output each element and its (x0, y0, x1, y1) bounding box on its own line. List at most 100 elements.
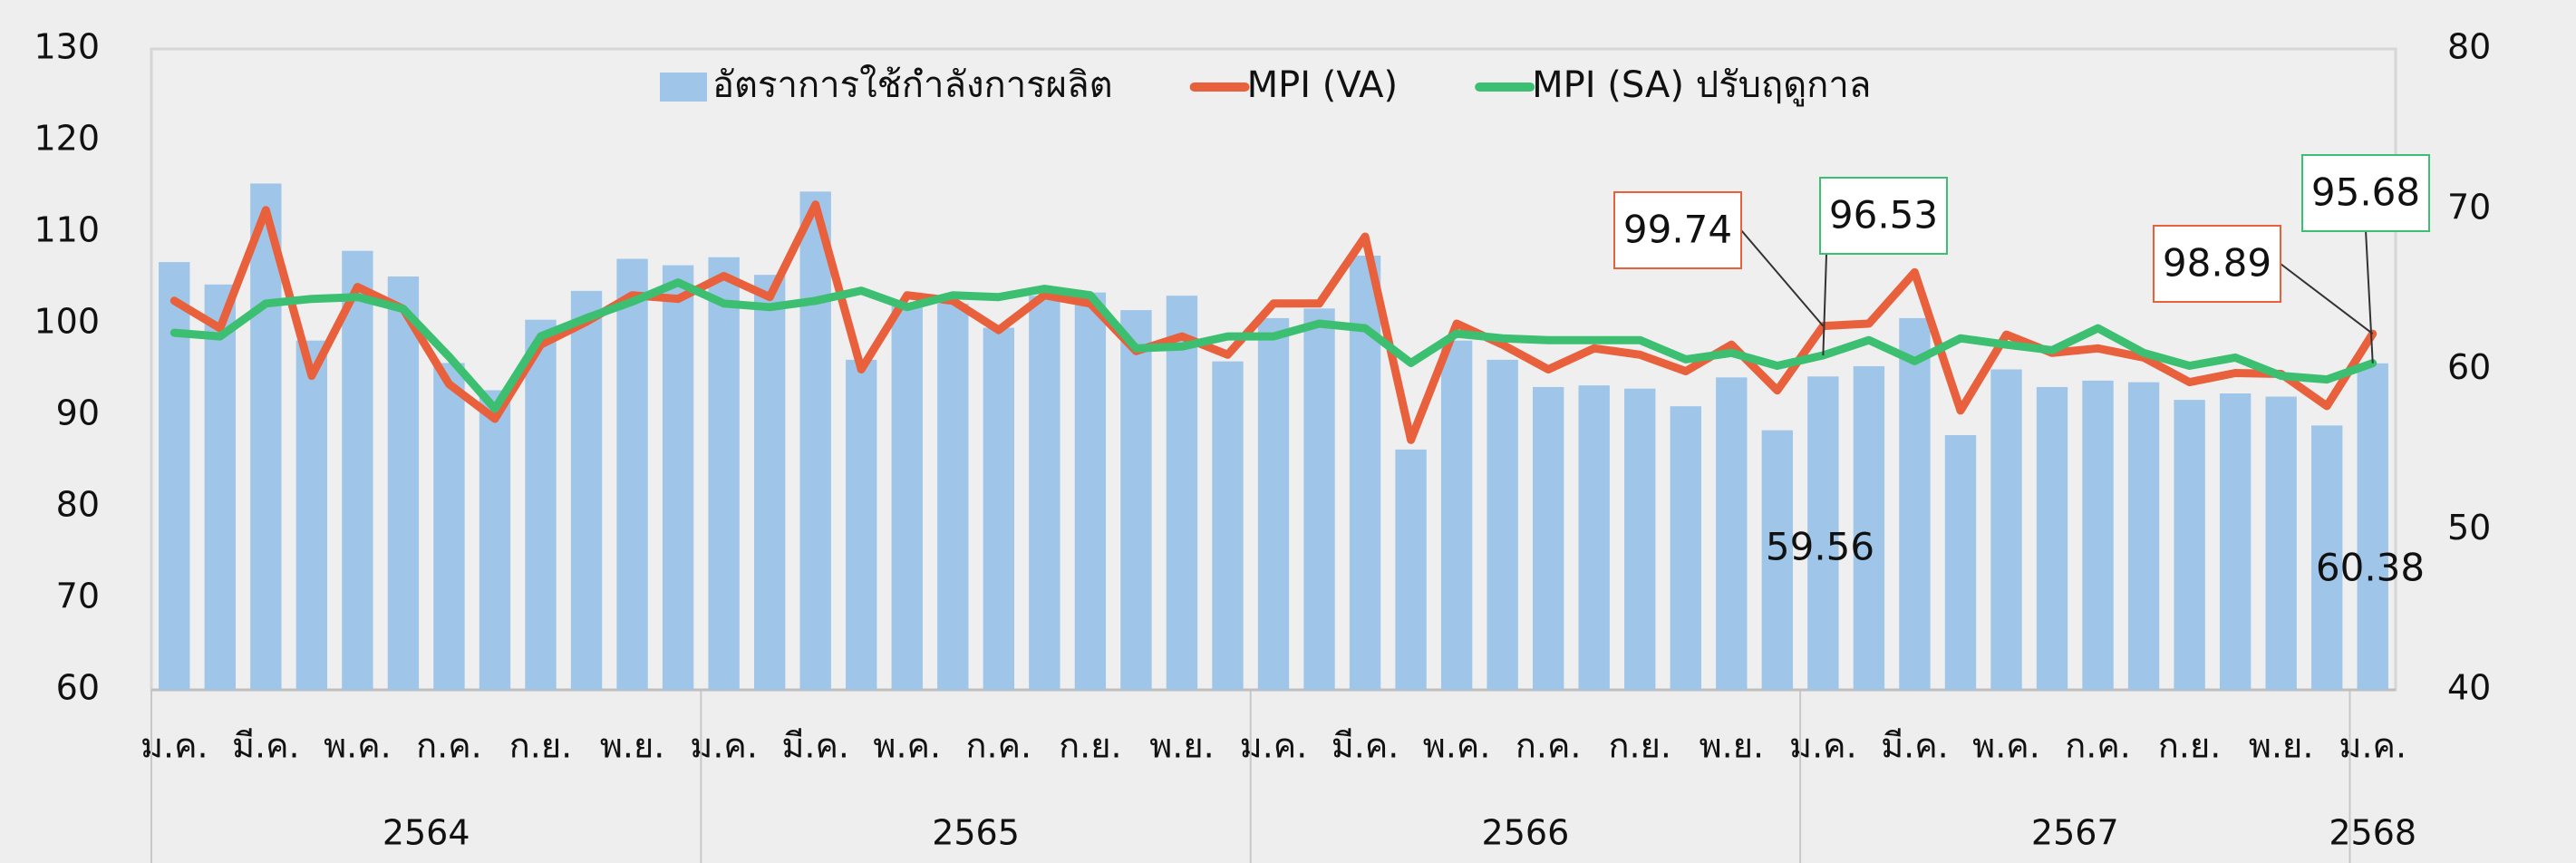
y2-tick-label: 70 (2447, 187, 2491, 227)
bar (2174, 400, 2205, 690)
group-label: 2566 (1482, 813, 1570, 853)
bar (387, 276, 420, 690)
group-label: 2564 (383, 813, 470, 853)
x-tick-label: พ.ย. (1149, 726, 1214, 766)
line (169, 200, 2377, 444)
bar (342, 250, 373, 690)
data-label: 95.68 (2311, 170, 2420, 215)
x-tick-label: มี.ค. (232, 726, 300, 766)
y-tick-label: 80 (56, 485, 100, 525)
y-tick-label: 90 (56, 393, 100, 433)
bar (1716, 377, 1748, 690)
data-label: 59.56 (1766, 525, 1874, 569)
x-tick-label: พ.ค. (1972, 726, 2040, 766)
x-tick-label: พ.ค. (324, 726, 392, 766)
bar (159, 262, 190, 690)
data-label: 60.38 (2316, 546, 2425, 590)
bar (708, 257, 740, 690)
data-label: 98.89 (2163, 241, 2271, 286)
label-box (1819, 177, 1948, 255)
y2-tick-label: 40 (2447, 668, 2491, 708)
bar (204, 284, 236, 690)
bar (250, 183, 282, 691)
bar (891, 304, 923, 690)
bar (479, 390, 511, 690)
bar (2219, 393, 2252, 690)
marks (159, 183, 2388, 691)
label-pointer (2280, 263, 2374, 335)
bar (1944, 434, 1977, 690)
bar (1395, 449, 1427, 690)
x-tick-label: ก.ค. (2065, 726, 2131, 766)
y-tick-label: 70 (56, 577, 100, 616)
bar (1029, 296, 1060, 690)
x-tick-label: ก.ย. (1059, 726, 1121, 766)
bar (1624, 388, 1656, 690)
x-tick-label: ก.ย. (509, 726, 572, 766)
group-label: 2565 (932, 813, 1020, 853)
x-tick-label: มี.ค. (781, 726, 849, 766)
bar (433, 363, 465, 690)
bar (1349, 256, 1381, 690)
legend-label: MPI (SA) ปรับฤดูกาล (1532, 64, 1871, 106)
bar (295, 340, 328, 690)
bar (1853, 365, 1885, 690)
bar (1807, 376, 1839, 690)
x-tick-label: ก.ค. (1516, 726, 1582, 766)
bar (1303, 308, 1335, 690)
data-label: 96.53 (1829, 193, 1938, 238)
y-tick-label: 120 (34, 119, 100, 159)
y2-tick-label: 80 (2447, 27, 2491, 67)
bar (2082, 380, 2114, 690)
x-tick-label: ก.ย. (2158, 726, 2221, 766)
bar (1578, 385, 1610, 690)
group-label: 2568 (2329, 813, 2416, 853)
label-pointer (2365, 229, 2374, 364)
bar (1990, 369, 2022, 690)
legend-label: อัตราการใช้กำลังการผลิต (712, 63, 1113, 106)
label-pointer (1740, 229, 1825, 327)
y-tick-label: 60 (56, 668, 100, 708)
bar (616, 258, 648, 690)
bar (1670, 406, 1701, 690)
bar (1440, 340, 1473, 690)
bar (2311, 425, 2343, 690)
bar (1257, 317, 1290, 690)
bar (753, 275, 786, 690)
data-label: 99.74 (1623, 208, 1732, 252)
group-label: 2567 (2031, 813, 2119, 853)
bar (983, 327, 1014, 690)
y2-tick-label: 60 (2447, 347, 2491, 387)
x-tick-label: มี.ค. (1332, 726, 1399, 766)
label-pointer (1822, 254, 1827, 356)
bar (1761, 430, 1794, 690)
bar (570, 290, 603, 690)
x-tick-label: พ.ย. (1700, 726, 1764, 766)
x-tick-label: พ.ย. (2249, 726, 2313, 766)
y-tick-label: 100 (34, 302, 100, 342)
bar (1533, 386, 1564, 690)
bar (1212, 361, 1244, 690)
x-tick-label: พ.ย. (600, 726, 664, 766)
bar (1487, 359, 1518, 690)
bar (662, 265, 694, 690)
bar (1120, 310, 1152, 690)
bar (799, 191, 831, 690)
bar (937, 304, 969, 690)
legend-swatch (660, 73, 707, 102)
x-tick-label: พ.ค. (873, 726, 941, 766)
legend-label: MPI (VA) (1247, 64, 1399, 106)
label-box (2153, 225, 2281, 303)
bar (846, 359, 877, 690)
y2-tick-label: 50 (2447, 508, 2491, 548)
bar (2357, 363, 2388, 690)
y-tick-label: 110 (34, 210, 100, 250)
x-tick-label: ก.ย. (1609, 726, 1671, 766)
label-box (1613, 191, 1742, 269)
x-tick-label: ก.ค. (416, 726, 482, 766)
bar (525, 319, 557, 690)
bar (1899, 317, 1931, 690)
bar (2127, 382, 2160, 690)
